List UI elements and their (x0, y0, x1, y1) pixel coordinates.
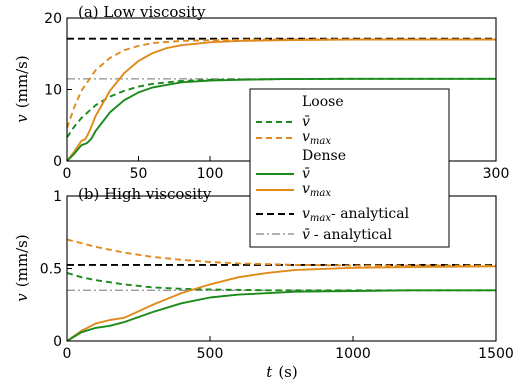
panel-a-x-tick-label: 50 (130, 166, 148, 182)
panel-b-y-axis-label: v (mm/s) (13, 234, 31, 301)
panel-a-x-tick-label: 100 (197, 166, 224, 182)
panel-b-xlabel-unit: (s) (278, 363, 297, 381)
panel-a-y-tick-label: 0 (53, 154, 62, 170)
legend-loose-heading: Loose (302, 94, 344, 110)
panel-b-y-tick-label: 0.5 (40, 262, 62, 278)
legend-max-analytical-label: vmax- analytical (302, 206, 410, 224)
panel-b-xlabel-symbol: t (266, 363, 273, 381)
panel-a-ylabel-symbol: v (13, 114, 31, 123)
legend-box (249, 88, 450, 248)
panel-a-title: (a) Low viscosity (78, 3, 206, 21)
legend-dense-max-subscript: max (310, 188, 331, 199)
panel-b-x-axis-label: t (s) (266, 363, 297, 381)
panel-low-viscosity: 0 50 100 300 0 10 20 (a) Low viscosity v (mm/s) (13, 3, 509, 182)
legend-dense-heading: Dense (302, 148, 346, 164)
legend-mean-analytical-symbol: v̄ (302, 227, 310, 243)
panel-a-y-tick-label: 20 (44, 11, 62, 27)
panel-b-series-loose-mean (67, 271, 496, 292)
svg-text:v(mm/s): v (mm/s) (13, 234, 31, 301)
svg-text:v(mm/s): v (mm/s) (13, 55, 31, 122)
panel-b-series-dense-max (67, 265, 496, 341)
legend-max-analytical-suffix: - analytical (331, 206, 410, 222)
panel-b-y-tick-label: 1 (53, 189, 62, 205)
panel-b-ylabel-symbol: v (13, 293, 31, 302)
panel-b-ticks: 0 500 1000 1500 0 0.5 1 (40, 189, 513, 362)
panel-b-x-tick-label: 500 (197, 346, 224, 362)
legend-dense-max-label: vmax (302, 181, 331, 199)
panel-b-y-tick-label: 0 (53, 334, 62, 350)
panel-a-ylabel-unit: (mm/s) (13, 55, 31, 108)
panel-b-series-loose-max (67, 238, 496, 267)
panel-b-series (67, 238, 496, 341)
panel-a-series-dense-max (67, 38, 496, 161)
panel-b-series-dense-mean (67, 289, 496, 341)
legend-mean-analytical-suffix: - analytical (314, 227, 393, 243)
panel-b-ylabel-unit: (mm/s) (13, 234, 31, 287)
panel-b-title: (b) High viscosity (78, 185, 212, 203)
legend-mean-analytical-label: v̄ - analytical (302, 227, 392, 243)
panel-a-x-tick-label: 0 (63, 166, 72, 182)
legend-dense-max-symbol: v (302, 181, 310, 197)
panel-a-series-dense-mean (67, 77, 496, 161)
legend-loose-max-label: vmax (302, 129, 331, 147)
panel-b-x-tick-label: 1000 (335, 346, 371, 362)
legend-loose-mean-label: v̄ (302, 114, 310, 130)
panel-b-x-tick-label: 0 (63, 346, 72, 362)
legend-dense-mean-label: v̄ (302, 166, 310, 182)
legend-loose-max-symbol: v (302, 129, 310, 145)
legend: Loose v̄ vmax Dense v̄ vmax vmax- analyt… (249, 88, 450, 248)
legend-max-analytical-subscript: max (310, 213, 331, 224)
panel-a-y-tick-label: 10 (44, 83, 62, 99)
panel-b-x-tick-label: 1500 (478, 346, 513, 362)
legend-max-analytical-symbol: v (302, 206, 310, 222)
legend-loose-max-subscript: max (310, 136, 331, 147)
panel-a-y-axis-label: v (mm/s) (13, 55, 31, 122)
panel-a-series (67, 37, 496, 161)
panel-a-x-tick-label: 300 (483, 166, 510, 182)
